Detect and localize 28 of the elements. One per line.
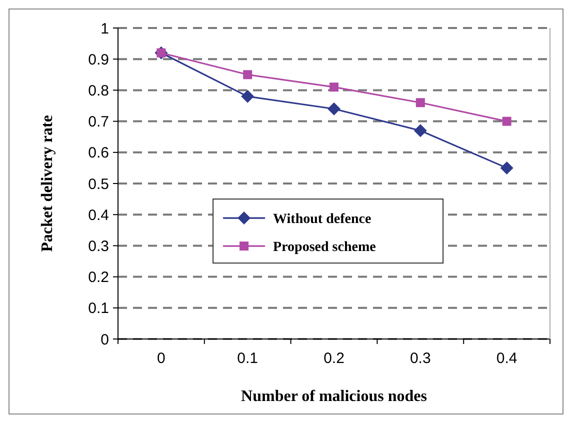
y-tick-label: 0.9 bbox=[88, 51, 109, 68]
y-tick-label: 0.2 bbox=[88, 269, 109, 286]
y-tick-label: 0.8 bbox=[88, 82, 109, 100]
point bbox=[328, 102, 340, 116]
point bbox=[414, 124, 427, 138]
point bbox=[243, 70, 252, 80]
x-tick-label: 0.4 bbox=[496, 350, 518, 367]
y-tick-label: 0 bbox=[100, 331, 109, 348]
x-tick-label: 0.1 bbox=[237, 350, 258, 367]
y-tick-label: 0.3 bbox=[88, 238, 109, 255]
x-tick-label: 0.3 bbox=[410, 350, 431, 367]
y-tick-label: 0.1 bbox=[88, 300, 109, 318]
point bbox=[241, 90, 254, 103]
x-axis-title: Number of malicious nodes bbox=[241, 388, 427, 405]
legend-label: Proposed scheme bbox=[273, 240, 376, 255]
legend-label: Without defence bbox=[273, 212, 372, 227]
point bbox=[502, 116, 512, 126]
x-tick-label: 0.2 bbox=[324, 350, 344, 367]
point bbox=[416, 98, 425, 108]
x-tick-label: 0 bbox=[157, 350, 166, 367]
y-tick-label: 0.6 bbox=[88, 144, 109, 162]
y-axis-title: Packet delivery rate bbox=[39, 115, 56, 252]
point bbox=[500, 161, 514, 174]
y-tick-label: 0.4 bbox=[88, 206, 109, 224]
y-tick-label: 1 bbox=[100, 20, 109, 38]
point bbox=[330, 82, 338, 92]
y-tick-label: 0.7 bbox=[88, 114, 109, 131]
y-tick-label: 0.5 bbox=[88, 176, 109, 193]
